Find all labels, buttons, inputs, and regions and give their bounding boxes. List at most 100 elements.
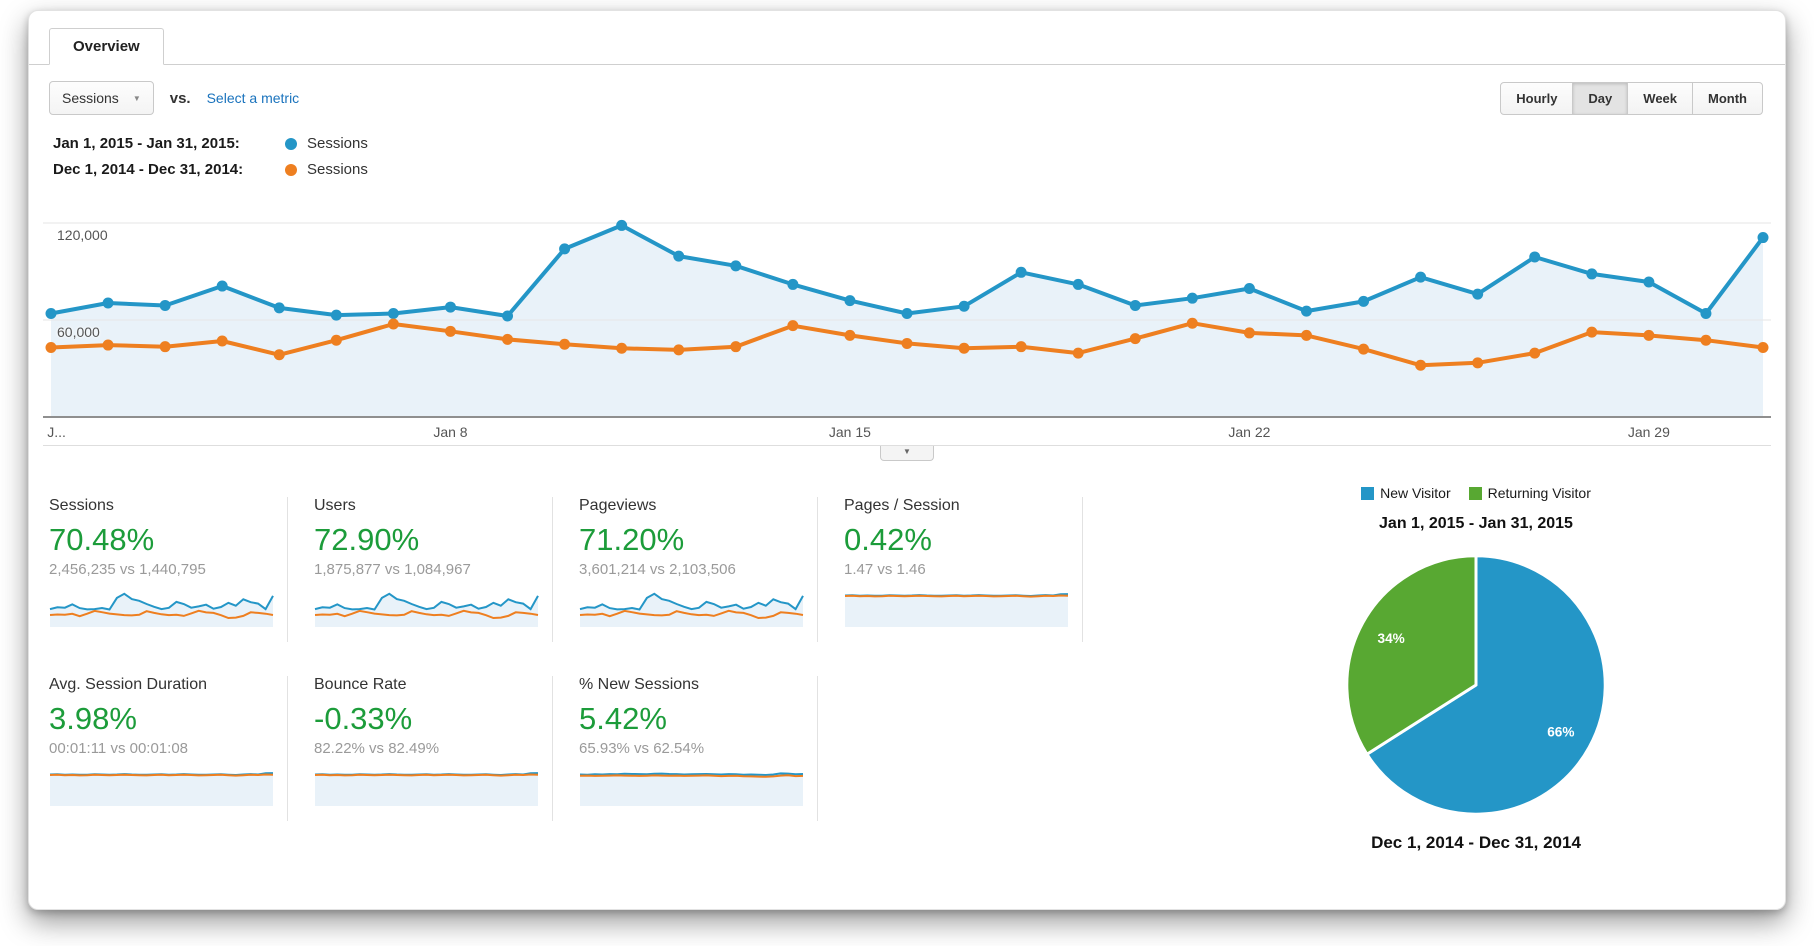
metric-card-title: Pageviews xyxy=(579,497,657,514)
metric-card-title: Users xyxy=(314,497,356,514)
metric-picker-group: Sessions ▼ vs. Select a metric xyxy=(49,81,299,115)
data-point-marker xyxy=(1072,278,1084,290)
metric-card-comparison: 1,875,877 vs 1,084,967 xyxy=(314,561,471,578)
metric-card-change: 72.90% xyxy=(314,522,420,557)
data-point-marker xyxy=(559,243,571,255)
metric-card-comparison: 82.22% vs 82.49% xyxy=(314,740,440,757)
granularity-hourly-button[interactable]: Hourly xyxy=(1500,81,1574,115)
data-point-marker xyxy=(444,325,456,337)
timeseries-plot[interactable] xyxy=(43,187,1771,419)
pie-slice[interactable] xyxy=(1365,554,1607,816)
metric-card-sessions: Sessions 70.48% 2,456,235 vs 1,440,795 xyxy=(49,497,288,642)
summary-section: Sessions 70.48% 2,456,235 vs 1,440,795 U… xyxy=(29,485,1785,855)
data-point-marker xyxy=(1186,317,1198,329)
metric-card-users: Users 72.90% 1,875,877 vs 1,084,967 xyxy=(314,497,553,642)
data-point-marker xyxy=(159,341,171,353)
data-point-marker xyxy=(1586,326,1598,338)
metric-card-sparkline xyxy=(844,593,1069,627)
metric-card-change: 3.98% xyxy=(49,701,137,736)
metric-select-dropdown[interactable]: Sessions ▼ xyxy=(49,81,154,115)
data-point-marker xyxy=(673,344,685,356)
legend-date-range: Jan 1, 2015 - Jan 31, 2015: xyxy=(53,135,240,152)
data-point-marker xyxy=(45,341,57,353)
sparkline-area-fill xyxy=(580,773,803,806)
data-point-marker xyxy=(844,329,856,341)
metric-card-sparkline xyxy=(579,592,804,627)
data-point-marker xyxy=(444,301,456,313)
metric-card-sparkline xyxy=(314,592,539,627)
granularity-day-button[interactable]: Day xyxy=(1572,81,1629,115)
data-point-marker xyxy=(1358,343,1370,355)
data-point-marker xyxy=(1700,334,1712,346)
legend-row-previous: Dec 1, 2014 - Dec 31, 2014: Sessions xyxy=(53,161,1785,178)
metric-card-comparison: 1.47 vs 1.46 xyxy=(844,561,926,578)
data-point-marker xyxy=(844,295,856,307)
orange-series-dot-icon xyxy=(285,163,297,176)
data-point-marker xyxy=(45,308,57,320)
data-point-marker xyxy=(730,260,742,272)
legend-series-label: Sessions xyxy=(307,161,368,178)
pie-label-previous-period: Dec 1, 2014 - Dec 31, 2014 xyxy=(1371,833,1581,852)
data-point-marker xyxy=(673,250,685,262)
blue-series-dot-icon xyxy=(285,137,297,150)
granularity-month-button[interactable]: Month xyxy=(1692,81,1763,115)
metric-card-comparison: 3,601,214 vs 2,103,506 xyxy=(579,561,736,578)
data-point-marker xyxy=(616,342,628,354)
tab-overview[interactable]: Overview xyxy=(49,28,164,65)
metric-card-change: -0.33% xyxy=(314,701,413,736)
data-point-marker xyxy=(787,320,799,332)
sparkline-orange xyxy=(314,773,539,777)
data-point-marker xyxy=(901,308,913,320)
data-point-marker xyxy=(1529,251,1541,263)
data-point-marker xyxy=(1358,295,1370,307)
metric-card-title: Pages / Session xyxy=(844,497,960,514)
data-point-marker xyxy=(1072,347,1084,359)
metric-card-new-sessions: % New Sessions 5.42% 65.93% vs 62.54% xyxy=(579,676,818,821)
data-point-marker xyxy=(216,335,228,347)
pie-slice[interactable] xyxy=(1345,554,1478,756)
y-axis-tick: 120,000 xyxy=(57,227,108,243)
data-point-marker xyxy=(559,338,571,350)
metric-card-change: 71.20% xyxy=(579,522,685,557)
data-point-marker xyxy=(787,278,799,290)
sparkline-orange xyxy=(49,773,274,777)
data-point-marker xyxy=(102,339,114,351)
metric-card-title: Avg. Session Duration xyxy=(49,676,208,693)
metric-card-avg-session-duration: Avg. Session Duration 3.98% 00:01:11 vs … xyxy=(49,676,288,821)
sparkline-area-fill xyxy=(315,593,538,627)
x-axis-tick: Jan 8 xyxy=(433,424,468,440)
sparkline-area-fill xyxy=(845,594,1068,627)
chart-area-fill xyxy=(50,225,1764,417)
sessions-timeseries-chart[interactable]: J... Jan 8 Jan 15 Jan 22 Jan 29 ▼ 120,000 60,… xyxy=(43,187,1771,461)
sparkline-blue xyxy=(49,592,274,611)
metric-card-pages-per-session: Pages / Session 0.42% 1.47 vs 1.46 xyxy=(844,497,1083,642)
data-point-marker xyxy=(330,334,342,346)
data-point-marker xyxy=(1757,341,1769,353)
data-point-marker xyxy=(1415,359,1427,371)
data-point-marker xyxy=(216,280,228,292)
sparkline-area-fill xyxy=(50,593,273,627)
metric-card-title: Sessions xyxy=(49,497,114,514)
pie-legend: New Visitor Returning Visitor xyxy=(1361,485,1591,501)
blue-square-icon xyxy=(1361,486,1375,500)
metric-card-change: 0.42% xyxy=(844,522,932,557)
data-point-marker xyxy=(1243,282,1255,294)
data-point-marker xyxy=(1186,292,1198,304)
chart-collapse-handle[interactable]: ▼ xyxy=(880,446,934,461)
select-a-metric-link[interactable]: Select a metric xyxy=(206,90,300,106)
legend-row-current: Jan 1, 2015 - Jan 31, 2015: Sessions xyxy=(53,135,1785,152)
visitor-type-pie-chart[interactable]: 66% 34% xyxy=(1340,549,1612,821)
data-point-marker xyxy=(1757,232,1769,244)
granularity-week-button[interactable]: Week xyxy=(1627,81,1694,115)
granularity-segmented-control: Hourly Day Week Month xyxy=(1500,81,1763,115)
metric-card-title: Bounce Rate xyxy=(314,676,407,693)
metric-cards-column: Sessions 70.48% 2,456,235 vs 1,440,795 U… xyxy=(49,485,1201,855)
data-point-marker xyxy=(1529,347,1541,359)
data-point-marker xyxy=(273,349,285,361)
data-point-marker xyxy=(1300,305,1312,317)
pie-title-current-period: Jan 1, 2015 - Jan 31, 2015 xyxy=(1379,515,1573,532)
sparkline-orange xyxy=(579,774,804,778)
x-axis: J... Jan 8 Jan 15 Jan 22 Jan 29 xyxy=(43,419,1771,446)
sparkline-orange xyxy=(49,609,274,620)
